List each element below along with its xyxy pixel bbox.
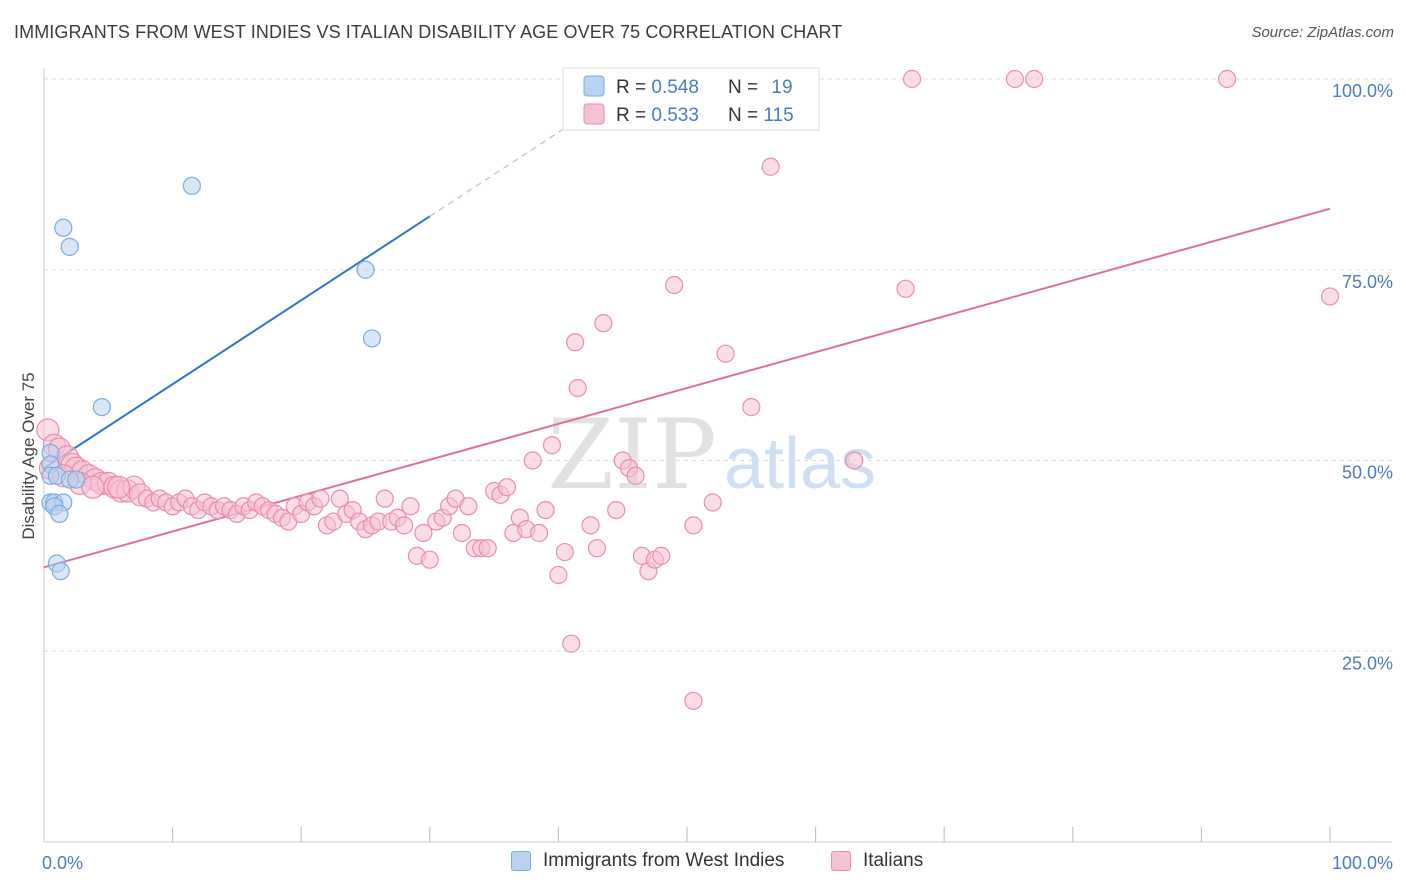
watermark-zip: ZIP	[547, 399, 716, 511]
y-tick-label-100: 100.0%	[1332, 81, 1393, 101]
legend-label-italians: Italians	[863, 850, 924, 871]
point-pink-81	[555, 542, 574, 562]
point-pink-88	[607, 500, 626, 520]
trendline-blue	[43, 215, 431, 469]
point-pink-101	[742, 397, 761, 417]
point-pink-100	[716, 344, 735, 363]
point-pink-72	[497, 478, 517, 497]
point-blue-11	[67, 470, 86, 489]
legend-r-label-pink: R =	[616, 105, 651, 126]
x-tick-label-0: 0.0%	[42, 853, 83, 873]
point-pink-105	[896, 279, 915, 298]
legend-n-label-pink: N =	[728, 105, 763, 126]
point-pink-85	[581, 516, 600, 535]
point-pink-53	[375, 489, 394, 508]
svg-text:N = 19: N = 19	[728, 77, 793, 98]
point-pink-115	[106, 475, 131, 499]
point-pink-65	[452, 523, 472, 543]
point-pink-99	[703, 493, 722, 512]
legend-r-value-blue: 0.548	[651, 77, 699, 98]
point-blue-5	[92, 397, 111, 417]
point-pink-114	[81, 475, 105, 499]
legend-r-label-blue: R =	[616, 77, 651, 98]
point-pink-91	[626, 466, 645, 485]
legend-swatch-blue	[583, 75, 605, 97]
data-points	[36, 69, 1340, 710]
point-pink-66	[459, 497, 478, 516]
point-pink-80	[549, 565, 568, 585]
chart-title: IMMIGRANTS FROM WEST INDIES VS ITALIAN D…	[14, 22, 843, 42]
y-tick-label-25: 25.0%	[1342, 653, 1393, 673]
point-blue-3	[356, 260, 375, 279]
point-pink-109	[1218, 69, 1237, 89]
point-pink-79	[542, 436, 562, 455]
legend-swatch-west-indies	[511, 851, 531, 871]
x-tick-labels: 0.0% 100.0%	[42, 853, 1393, 873]
point-pink-96	[665, 275, 684, 295]
legend-r-value-pink: 0.533	[651, 105, 699, 126]
legend-item-west-indies[interactable]: Immigrants from West Indies	[511, 850, 784, 872]
point-pink-107	[1005, 69, 1025, 89]
point-pink-84	[566, 333, 585, 352]
y-tick-labels: 25.0% 50.0% 75.0% 100.0%	[1332, 81, 1393, 673]
point-pink-108	[1025, 69, 1044, 89]
svg-text:R = 0.548: R = 0.548	[616, 77, 699, 98]
point-pink-57	[401, 497, 420, 516]
point-blue-18	[51, 562, 70, 581]
legend-bottom: Immigrants from West Indies Italians	[0, 850, 1406, 880]
legend-item-italians[interactable]: Italians	[831, 850, 923, 872]
axes	[43, 68, 1392, 843]
grid-lines	[44, 78, 1392, 652]
point-pink-46	[330, 489, 349, 508]
source-label: Source: ZipAtlas.com	[1251, 24, 1394, 41]
legend-n-value-blue: 19	[771, 77, 792, 98]
x-tick-label-100: 100.0%	[1332, 853, 1393, 873]
svg-text:N = 115: N = 115	[728, 105, 794, 126]
legend-n-label-blue: N =	[728, 77, 763, 98]
point-pink-59	[414, 523, 433, 543]
point-pink-106	[902, 69, 922, 89]
y-tick-label-50: 50.0%	[1342, 463, 1393, 483]
point-pink-95	[652, 546, 671, 565]
point-blue-4	[362, 329, 382, 348]
point-blue-16	[50, 504, 69, 524]
point-pink-69	[478, 539, 497, 558]
y-axis-label: Disability Age Over 75	[19, 372, 38, 539]
point-pink-56	[394, 516, 414, 535]
point-pink-86	[587, 539, 607, 558]
point-pink-110	[1320, 287, 1340, 306]
point-pink-43	[311, 489, 330, 508]
point-blue-2	[182, 176, 201, 195]
y-tick-label-75: 75.0%	[1342, 272, 1393, 292]
point-pink-98	[684, 691, 703, 710]
point-pink-102	[761, 157, 780, 176]
legend-swatch-italians	[831, 851, 851, 871]
point-pink-83	[568, 378, 587, 398]
point-pink-78	[536, 500, 555, 520]
point-blue-1	[60, 237, 79, 256]
point-pink-104	[845, 451, 864, 470]
point-pink-97	[684, 516, 703, 535]
point-pink-82	[562, 634, 581, 653]
point-pink-60	[420, 550, 439, 569]
point-pink-77	[530, 523, 549, 543]
legend-box: R = 0.548 N = 19 R = 0.533 N = 115	[562, 67, 820, 131]
legend-swatch-pink	[583, 103, 605, 125]
svg-text:R = 0.533: R = 0.533	[616, 105, 699, 126]
point-pink-76	[523, 451, 542, 470]
legend-label-west-indies: Immigrants from West Indies	[543, 850, 785, 871]
point-blue-0	[54, 218, 73, 237]
legend-n-value-pink: 115	[763, 105, 793, 126]
point-pink-87	[594, 314, 613, 333]
